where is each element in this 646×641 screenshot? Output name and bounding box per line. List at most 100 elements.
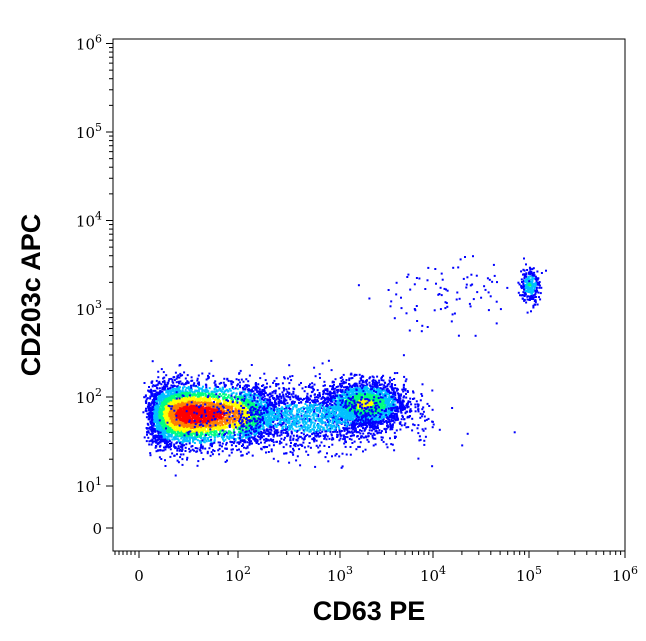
event-point bbox=[235, 422, 238, 425]
event-point bbox=[187, 440, 190, 443]
event-point bbox=[268, 396, 271, 399]
event-point bbox=[247, 390, 250, 393]
event-point bbox=[182, 453, 185, 456]
event-point bbox=[203, 428, 206, 431]
event-point bbox=[168, 378, 171, 381]
event-point bbox=[178, 435, 181, 438]
event-point bbox=[247, 426, 250, 429]
event-point bbox=[195, 425, 198, 428]
event-point bbox=[202, 398, 205, 401]
event-point bbox=[152, 410, 155, 413]
event-point bbox=[192, 404, 194, 407]
event-point bbox=[216, 390, 219, 393]
event-point bbox=[232, 381, 235, 384]
event-points bbox=[142, 255, 547, 477]
event-point bbox=[263, 390, 266, 393]
event-point bbox=[228, 401, 231, 404]
event-point bbox=[178, 382, 180, 385]
event-point bbox=[220, 389, 223, 392]
event-point bbox=[247, 407, 250, 409]
event-point bbox=[218, 415, 221, 418]
event-point bbox=[239, 441, 242, 444]
event-point bbox=[163, 385, 165, 388]
event-point bbox=[197, 412, 200, 414]
event-point bbox=[253, 436, 256, 439]
event-point bbox=[146, 433, 148, 436]
event-point bbox=[249, 442, 252, 445]
event-point bbox=[230, 402, 233, 405]
event-point bbox=[249, 402, 252, 405]
event-point bbox=[165, 400, 168, 403]
event-point bbox=[229, 430, 232, 433]
event-point bbox=[270, 450, 273, 453]
event-point bbox=[162, 388, 165, 391]
event-point bbox=[181, 430, 184, 432]
event-point bbox=[193, 390, 196, 393]
event-point bbox=[184, 439, 187, 442]
event-point bbox=[163, 379, 166, 382]
event-point bbox=[259, 396, 262, 399]
event-point bbox=[222, 381, 225, 384]
event-point bbox=[197, 397, 200, 400]
event-point bbox=[198, 431, 201, 434]
event-point bbox=[207, 399, 210, 402]
event-point bbox=[220, 429, 222, 432]
event-point bbox=[246, 436, 249, 439]
event-point bbox=[163, 421, 166, 424]
event-point bbox=[159, 438, 162, 441]
event-point bbox=[263, 395, 266, 398]
event-point bbox=[232, 403, 235, 406]
event-point bbox=[227, 379, 230, 382]
event-point bbox=[171, 438, 174, 441]
event-point bbox=[187, 411, 190, 414]
event-point bbox=[302, 429, 305, 432]
event-point bbox=[214, 383, 217, 386]
event-point bbox=[269, 385, 272, 388]
event-point bbox=[196, 408, 199, 411]
event-point bbox=[213, 422, 216, 425]
event-point bbox=[235, 411, 238, 413]
event-point bbox=[155, 450, 158, 453]
event-point bbox=[204, 383, 207, 386]
event-point bbox=[261, 385, 263, 387]
event-point bbox=[150, 391, 153, 394]
event-point bbox=[224, 426, 227, 429]
event-point bbox=[148, 411, 151, 414]
event-point bbox=[154, 413, 157, 416]
event-point bbox=[165, 413, 168, 415]
event-point bbox=[169, 418, 172, 421]
event-point bbox=[153, 408, 156, 411]
event-point bbox=[145, 416, 148, 419]
event-point bbox=[173, 426, 176, 429]
event-point bbox=[182, 391, 185, 394]
event-point bbox=[145, 402, 148, 404]
event-point bbox=[170, 398, 173, 401]
event-point bbox=[274, 392, 277, 395]
event-point bbox=[246, 384, 249, 387]
event-point bbox=[216, 404, 219, 407]
event-point bbox=[219, 406, 222, 409]
event-point bbox=[273, 427, 276, 430]
event-point bbox=[233, 412, 236, 415]
event-point bbox=[162, 406, 165, 409]
event-point bbox=[195, 438, 198, 441]
event-point bbox=[235, 392, 238, 395]
event-point bbox=[165, 405, 168, 408]
event-point bbox=[178, 449, 181, 452]
event-point bbox=[263, 438, 266, 441]
event-point bbox=[223, 440, 225, 442]
event-point bbox=[181, 402, 184, 405]
event-point bbox=[248, 393, 251, 396]
event-point bbox=[165, 395, 168, 398]
event-point bbox=[179, 432, 182, 435]
event-point bbox=[223, 401, 226, 404]
event-point bbox=[191, 429, 194, 432]
event-point bbox=[263, 441, 266, 444]
event-point bbox=[168, 440, 171, 443]
event-point bbox=[161, 388, 164, 390]
event-point bbox=[188, 440, 191, 443]
event-point bbox=[207, 414, 210, 417]
event-point bbox=[154, 384, 156, 387]
event-point bbox=[239, 394, 242, 397]
event-point bbox=[265, 433, 268, 435]
